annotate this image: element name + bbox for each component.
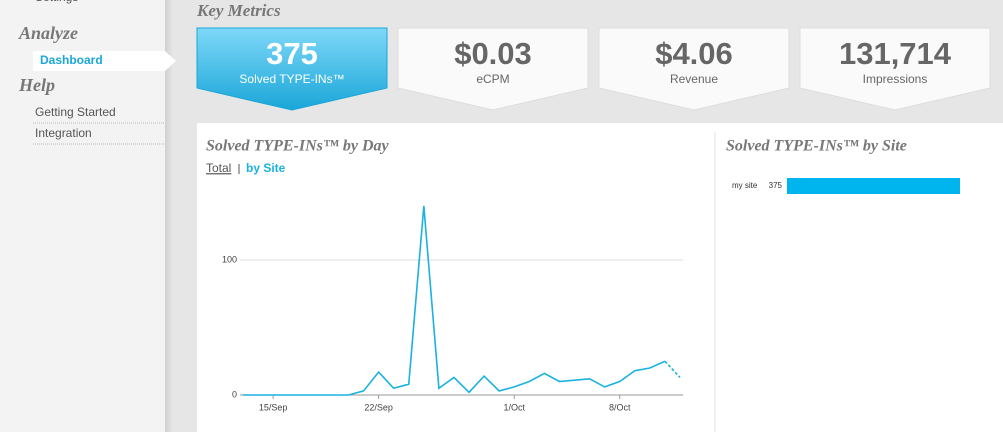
nav-link[interactable]: Dashboard bbox=[40, 53, 103, 67]
nav-link[interactable]: Getting Started bbox=[35, 105, 116, 119]
nav-link[interactable]: Integration bbox=[35, 126, 92, 140]
metric-value: 375 bbox=[266, 36, 318, 71]
bar-label: my site bbox=[732, 181, 758, 190]
metric-label: Revenue bbox=[670, 72, 718, 86]
line-series bbox=[243, 205, 666, 396]
metric-card bbox=[598, 27, 790, 111]
nav-section: Help bbox=[18, 75, 55, 95]
x-tick-label: 15/Sep bbox=[259, 402, 288, 412]
nav-active-arrow bbox=[165, 51, 176, 71]
metric-card bbox=[196, 27, 388, 111]
bar bbox=[787, 178, 960, 194]
nav-active-bg bbox=[33, 51, 165, 71]
chart-title: Solved TYPE-INs™ by Site bbox=[726, 138, 907, 155]
toggle-link[interactable]: by Site bbox=[246, 161, 286, 175]
x-tick-label: 8/Oct bbox=[609, 402, 631, 412]
sidebar-shadow bbox=[165, 0, 173, 432]
chart-title: Solved TYPE-INs™ by Day bbox=[206, 138, 390, 155]
metric-value: 131,714 bbox=[839, 36, 952, 71]
toggle-link[interactable]: Total bbox=[206, 161, 231, 175]
y-tick-label: 100 bbox=[222, 254, 237, 264]
metric-value: $0.03 bbox=[454, 36, 532, 71]
panel bbox=[197, 123, 1003, 432]
metric-value: $4.06 bbox=[655, 36, 733, 71]
metric-label: eCPM bbox=[476, 72, 509, 86]
x-tick-label: 22/Sep bbox=[364, 402, 393, 412]
value-label: 375 bbox=[769, 181, 783, 190]
sidebar bbox=[0, 0, 165, 432]
section-title: Key Metrics bbox=[196, 1, 281, 20]
metric-label: Solved TYPE-INs™ bbox=[239, 72, 344, 86]
metric-card bbox=[799, 27, 991, 111]
line-series-partial bbox=[664, 360, 681, 378]
nav-link[interactable]: Settings bbox=[35, 0, 78, 4]
x-tick-label: 1/Oct bbox=[503, 402, 525, 412]
metric-card bbox=[397, 27, 589, 111]
metric-label: Impressions bbox=[863, 72, 928, 86]
nav-section: Analyze bbox=[18, 23, 78, 43]
y-tick-label: 0 bbox=[232, 389, 237, 399]
